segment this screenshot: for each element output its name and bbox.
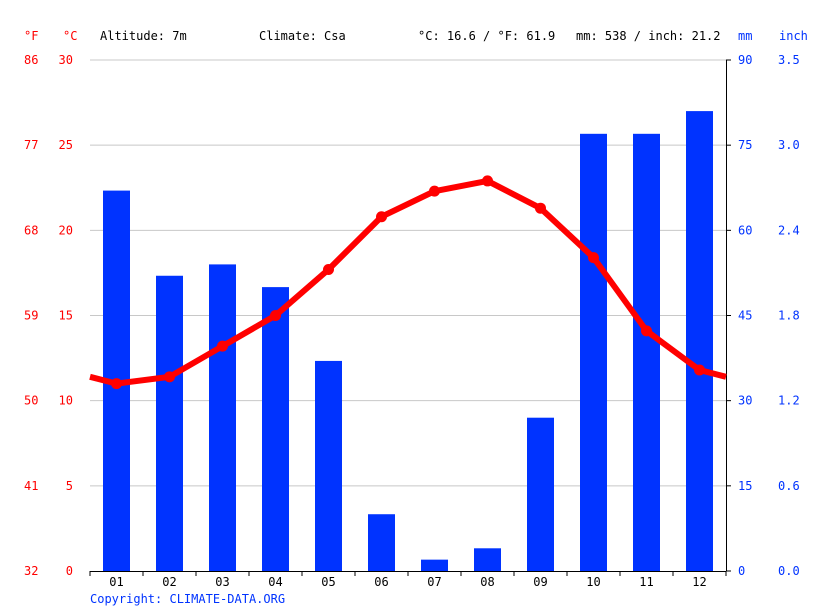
temperature-point [429,185,440,197]
month-tick-label: 04 [268,575,282,589]
temperature-point [376,211,387,223]
precipitation-bar [580,133,607,572]
month-tick-label: 06 [374,575,388,589]
temperature-point [111,378,122,390]
fahrenheit-tick-label: 59 [24,309,38,323]
precipitation-bars [103,111,713,572]
fahrenheit-tick-label: 86 [24,53,38,67]
temperature-line [89,175,727,390]
month-tick-label: 03 [215,575,229,589]
precipitation-bar [262,287,289,571]
mm-tick-label: 0 [738,564,745,578]
celsius-unit-label: °C [63,29,77,43]
month-tick-label: 11 [639,575,653,589]
precipitation-bar [156,275,183,571]
gridlines [90,59,726,487]
precipitation-bar [474,548,501,571]
temperature-point [641,325,652,337]
total-precipitation-label: mm: 538 / inch: 21.2 [576,29,721,43]
axes [89,59,731,576]
precipitation-bar [315,360,342,571]
mm-tick-label: 30 [738,394,752,408]
celsius-tick-label: 30 [59,53,73,67]
month-tick-label: 07 [427,575,441,589]
precipitation-bar [527,417,554,571]
inch-tick-label: 3.0 [778,138,800,152]
precipitation-bar [421,559,448,571]
month-tick-label: 10 [586,575,600,589]
month-tick-label: 01 [109,575,123,589]
precipitation-bar [633,133,660,572]
inch-unit-label: inch [779,29,808,43]
fahrenheit-tick-label: 77 [24,138,38,152]
temperature-point [270,310,281,321]
mm-tick-label: 45 [738,309,752,323]
average-temperature-label: °C: 16.6 / °F: 61.9 [418,29,555,43]
month-tick-label: 05 [321,575,335,589]
month-tick-label: 02 [162,575,176,589]
fahrenheit-tick-label: 50 [24,394,38,408]
copyright-label: Copyright: CLIMATE-DATA.ORG [90,592,285,606]
temperature-point [535,202,546,214]
temperature-point [694,364,705,376]
mm-tick-label: 75 [738,138,752,152]
temperature-point [164,371,175,383]
altitude-label: Altitude: 7m [100,29,187,43]
temperature-point [482,175,493,187]
month-tick-label: 09 [533,575,547,589]
fahrenheit-tick-label: 41 [24,479,38,493]
mm-tick-label: 60 [738,223,752,237]
temperature-point [323,264,334,276]
temperature-point [588,252,599,264]
fahrenheit-tick-label: 32 [24,564,38,578]
fahrenheit-unit-label: °F [24,29,38,43]
celsius-tick-label: 5 [66,479,73,493]
inch-tick-label: 3.5 [778,53,800,67]
precipitation-bar [368,514,395,571]
celsius-tick-label: 25 [59,138,73,152]
temperature-line-path [89,177,727,387]
inch-tick-label: 1.2 [778,394,800,408]
celsius-tick-label: 20 [59,223,73,237]
fahrenheit-tick-label: 68 [24,223,38,237]
celsius-tick-label: 15 [59,309,73,323]
climate-label: Climate: Csa [259,29,346,43]
mm-unit-label: mm [738,29,752,43]
month-tick-label: 12 [692,575,706,589]
inch-tick-label: 0.0 [778,564,800,578]
inch-tick-label: 0.6 [778,479,800,493]
celsius-tick-label: 0 [66,564,73,578]
inch-tick-label: 1.8 [778,309,800,323]
celsius-tick-label: 10 [59,394,73,408]
mm-tick-label: 90 [738,53,752,67]
inch-tick-label: 2.4 [778,223,800,237]
tick-labels: 32 0 0 0.0 41 5 15 0.6 50 10 30 1.2 59 15 45 1.8 68 20 60 2… [24,53,800,589]
month-tick-label: 08 [480,575,494,589]
precipitation-bar [686,111,713,571]
precipitation-bar [209,264,236,571]
temperature-point [217,340,228,352]
mm-tick-label: 15 [738,479,752,493]
